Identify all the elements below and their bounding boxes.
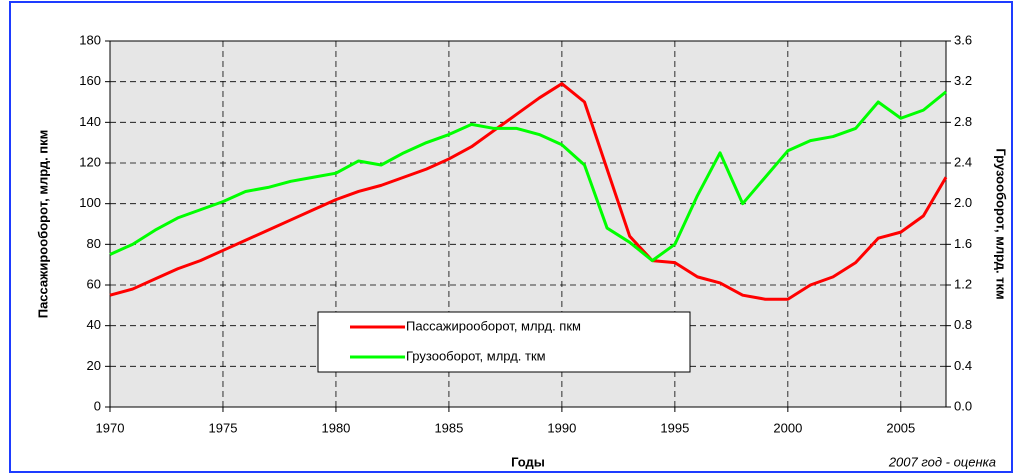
y-tick-label: 60 [87,276,101,291]
legend-label: Грузооборот, млрд. ткм [406,348,546,363]
y-tick-label: 40 [87,317,101,332]
x-tick-label: 1985 [434,420,463,435]
frame [9,1,1013,473]
x-tick-label: 1975 [209,420,238,435]
x-axis-label: Годы [511,454,545,469]
y-tick-label: 140 [79,114,101,129]
legend: Пассажирооборот, млрд. пкм Грузооборот, м… [317,311,691,373]
y2-tick-label: 2.0 [954,195,972,210]
x-tick-label: 1980 [321,420,350,435]
x-tick-label: 1990 [547,420,576,435]
y-tick-label: 100 [79,195,101,210]
y-axis-label: Пассажирооборот, млрд. пкм [35,130,50,319]
y2-axis-label: Грузооборот, млрд. ткм [994,148,1009,299]
legend-label: Пассажирооборот, млрд. пкм [406,318,581,333]
y2-tick-label: 0.0 [954,398,972,413]
y-tick-label: 80 [87,236,101,251]
y2-tick-label: 1.2 [954,276,972,291]
y2-tick-label: 1.6 [954,236,972,251]
y2-tick-label: 0.4 [954,358,972,373]
y2-tick-label: 3.2 [954,73,972,88]
annotation: 2007 год - оценка [888,454,996,469]
y-tick-label: 120 [79,154,101,169]
y-tick-label: 0 [94,398,101,413]
y2-tick-label: 2.4 [954,154,972,169]
y-tick-label: 20 [87,358,101,373]
x-tick-label: 1970 [96,420,125,435]
y-tick-label: 160 [79,73,101,88]
y2-tick-label: 0.8 [954,317,972,332]
x-tick-label: 1995 [660,420,689,435]
y2-tick-label: 3.6 [954,32,972,47]
legend-box [317,311,691,373]
x-tick-label: 2000 [773,420,802,435]
series-line [109,82,948,301]
series-line [109,90,947,263]
x-tick-label: 2005 [886,420,915,435]
y2-tick-label: 2.8 [954,114,972,129]
y-tick-label: 180 [79,32,101,47]
